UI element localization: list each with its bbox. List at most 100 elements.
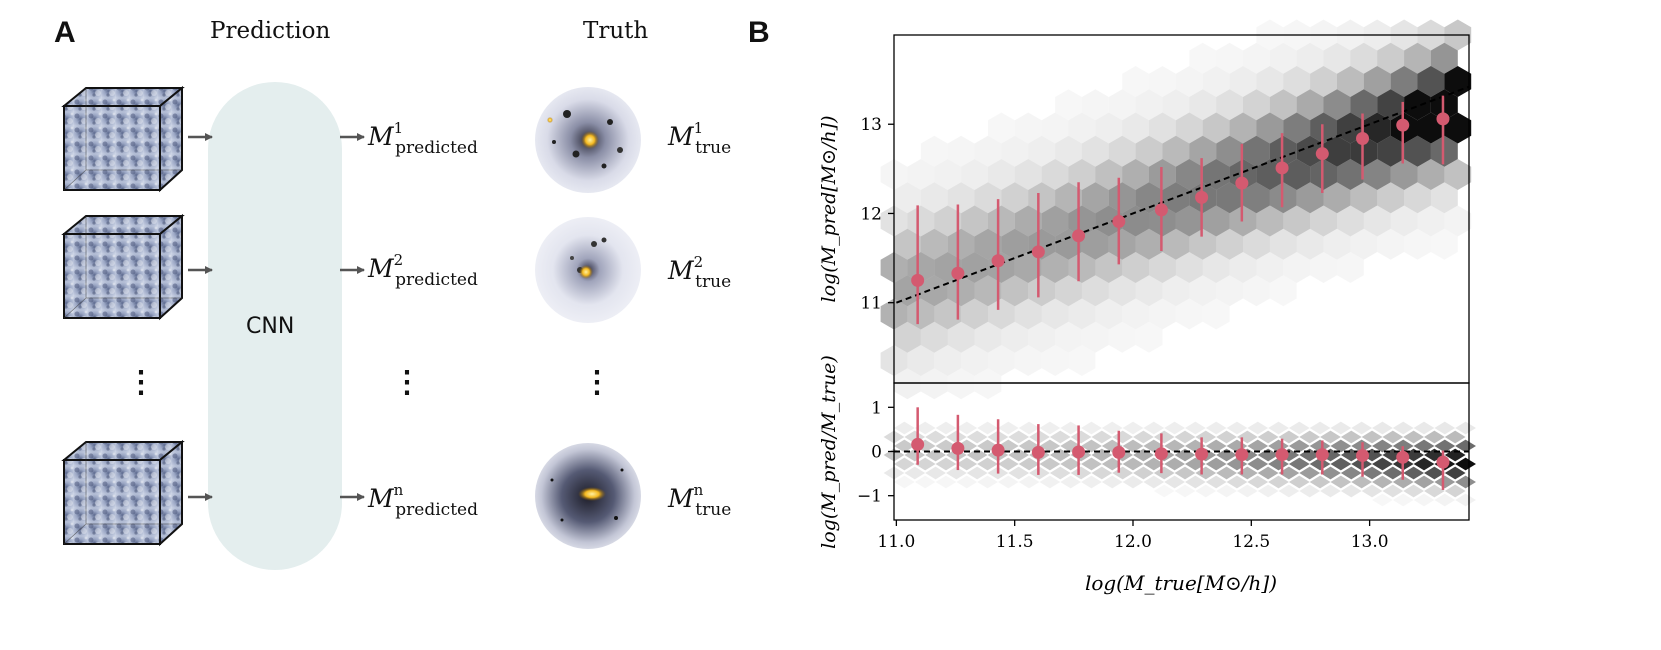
hexbin-cell: [1070, 466, 1092, 480]
hexbin-cell: [1008, 448, 1030, 462]
hexbin-cell: [974, 182, 1002, 214]
hexbin-cell: [1216, 135, 1243, 167]
hexbin-cell: [1310, 159, 1337, 190]
hexbin-cell: [945, 466, 967, 480]
hexbin-cell: [1377, 135, 1405, 167]
hexbin-cell: [1039, 439, 1061, 453]
hexbin-cell: [1001, 135, 1029, 167]
hexbin-cell: [1278, 430, 1300, 444]
hexbin-cell: [1205, 475, 1227, 489]
hexbin-cell: [1337, 159, 1364, 190]
hexbin-cell: [1095, 252, 1123, 283]
hexbin-cell: [1162, 89, 1190, 121]
hexbin-cell: [925, 466, 946, 480]
hexbin-cell: [1404, 135, 1431, 167]
hexbin-cell: [1430, 89, 1458, 121]
hexbin-cell: [1247, 457, 1269, 471]
hexbin-cell: [1055, 135, 1082, 167]
hexbin-cell: [1323, 89, 1351, 121]
hexbin-cell: [1444, 466, 1466, 480]
bottom-y-tick-label: 1: [871, 398, 882, 418]
halo-image-n: [535, 443, 641, 549]
hexbin-cell: [1361, 466, 1383, 480]
hexbin-cell: [1018, 457, 1040, 471]
hexbin-cell: [1444, 205, 1472, 237]
hexbin-cell: [1189, 89, 1217, 121]
hexbin-cell: [1288, 439, 1310, 453]
hexbin-cell: [1323, 228, 1351, 260]
hexbin-cell: [1112, 466, 1134, 480]
hexbin-cell: [1309, 457, 1331, 471]
hexbin-cell: [1164, 457, 1185, 471]
hexbin-cell: [1377, 89, 1405, 121]
hexbin-cell: [894, 368, 921, 400]
hexbin-cell: [945, 430, 967, 444]
hexbin-cell: [997, 475, 1019, 489]
hexbin-cell: [1135, 275, 1163, 307]
hexbin-cell: [1195, 466, 1217, 480]
hexbin-cell: [1184, 439, 1206, 453]
bottom-y-tick-label: −1: [857, 487, 882, 507]
hexbin-cell: [1269, 89, 1297, 121]
bottom-data-point: [1235, 448, 1249, 462]
top-y-tick-label: 11: [860, 294, 882, 314]
hexbin-cell: [1091, 466, 1113, 480]
top-data-point: [991, 254, 1005, 268]
hexbin-cell: [1081, 135, 1109, 167]
hexbin-cell: [907, 205, 935, 237]
hexbin-cell: [1296, 42, 1324, 74]
hexbin-cell: [1296, 135, 1324, 167]
hexbin-cell: [1014, 159, 1042, 190]
hexbin-cell: [1361, 448, 1383, 462]
hexbin-cell: [947, 182, 975, 214]
hexbin-cell: [947, 228, 975, 260]
bottom-data-point: [1072, 445, 1086, 459]
hexbin-cell: [1122, 112, 1149, 144]
hexbin-cell: [1392, 421, 1414, 435]
hexbin-cell: [1216, 275, 1243, 307]
top-data-point: [911, 273, 925, 287]
bottom-data-point: [1315, 448, 1329, 462]
hexbin-cell: [1269, 228, 1297, 260]
hexbin-cell: [1283, 252, 1311, 283]
hexbin-cell: [1091, 448, 1113, 462]
bottom-data-point: [1112, 445, 1126, 459]
hexbin-cell: [1243, 135, 1270, 167]
hexbin-cell: [1202, 159, 1230, 190]
hexbin-cell: [956, 421, 978, 435]
hexbin-cell: [1202, 112, 1230, 144]
hexbin-cell: [1122, 298, 1149, 330]
hexbin-cell: [1014, 205, 1042, 237]
hexbin-cell: [1149, 298, 1176, 330]
hexbin-cell: [1243, 228, 1270, 260]
top-data-point: [1072, 229, 1086, 243]
hexbin-cell: [1310, 112, 1337, 144]
hexbin-cell: [1135, 182, 1163, 214]
hexbin-cell: [1323, 182, 1351, 214]
hexbin-cell: [1081, 421, 1102, 435]
hexbin-cell: [1175, 112, 1203, 144]
hexbin-cell: [1350, 89, 1378, 121]
hexbin-cell: [1081, 457, 1102, 471]
predicted-label-2: M2predicted: [368, 251, 478, 290]
hexbin-cell: [977, 421, 998, 435]
hexbin-cell: [1403, 430, 1425, 444]
hexbin-cell: [1095, 112, 1123, 144]
hexbin-cell: [1268, 439, 1289, 453]
hexbin-cell: [1361, 430, 1383, 444]
hexbin-cell: [1351, 475, 1373, 489]
hexbin-cell: [1434, 439, 1456, 453]
hexbin-cell: [1247, 439, 1269, 453]
hexbin-cell: [1081, 182, 1109, 214]
bottom-data-point: [911, 437, 925, 451]
hexbin-cell: [1288, 457, 1310, 471]
hexbin-cell: [1018, 421, 1040, 435]
hexbin-cell: [1014, 298, 1042, 330]
hexbin-cell: [1351, 421, 1373, 435]
halo-image-2: [535, 217, 641, 323]
hexbin-cell: [988, 345, 1015, 376]
hexbin-cell: [1205, 457, 1227, 471]
hexbin-cell: [1135, 228, 1163, 260]
hexbin-cell: [1135, 89, 1163, 121]
hexbin-cell: [1350, 135, 1378, 167]
